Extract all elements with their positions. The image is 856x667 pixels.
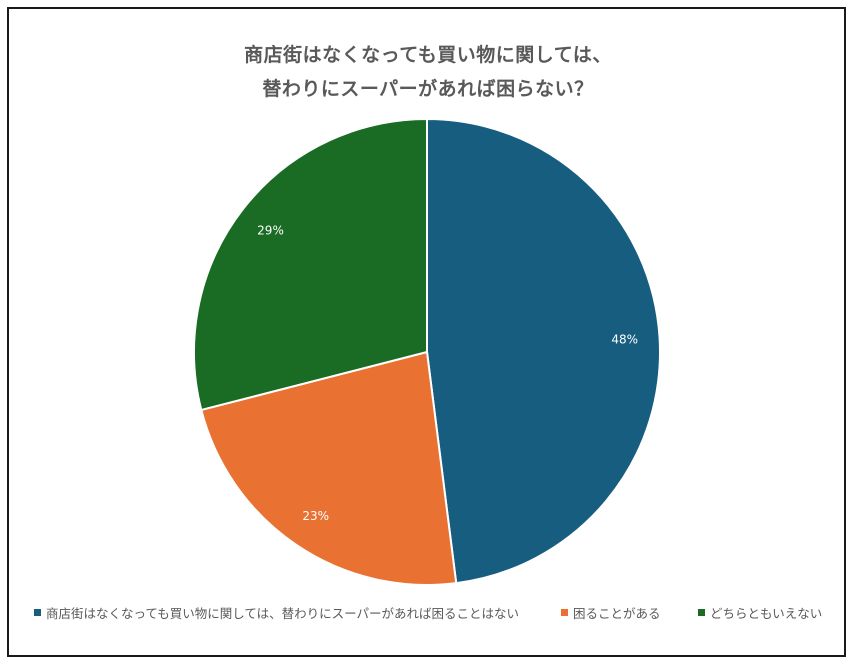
data-label-2: 23% (302, 509, 329, 523)
legend-label-2: 困ることがある (573, 606, 661, 621)
legend-swatch-3 (698, 609, 705, 616)
chart-title-line-1: 商店街はなくなっても買い物に関しては、 (244, 44, 612, 66)
pie-slice-3 (193, 117, 428, 412)
pie-slice-2 (200, 350, 458, 586)
legend-item-1: 商店街はなくなっても買い物に関しては、替わりにスーパーがあれば困ることはない (34, 603, 519, 622)
legend-label-1: 商店街はなくなっても買い物に関しては、替わりにスーパーがあれば困ることはない (46, 606, 520, 621)
legend-item-3: どちらともいえない (698, 603, 822, 622)
chart-title-line-2: 替わりにスーパーがあれば困らない？ (262, 78, 594, 100)
legend-swatch-2 (561, 609, 568, 616)
data-label-3: 29% (257, 224, 284, 238)
legend-label-3: どちらともいえない (710, 606, 823, 621)
legend-swatch-1 (34, 609, 41, 616)
pie-slice-1 (426, 117, 661, 585)
legend-item-2: 困ることがある (561, 603, 661, 622)
data-label-1: 48% (611, 333, 638, 347)
